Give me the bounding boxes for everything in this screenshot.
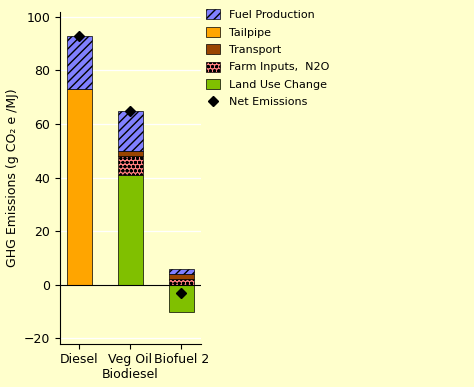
Bar bbox=[169, 279, 194, 285]
Bar bbox=[66, 89, 92, 285]
Bar bbox=[169, 274, 194, 279]
Bar bbox=[169, 285, 194, 312]
Bar bbox=[118, 151, 143, 156]
Bar bbox=[118, 175, 143, 285]
Bar bbox=[118, 111, 143, 151]
Bar bbox=[169, 269, 194, 274]
Bar bbox=[66, 36, 92, 89]
Legend: Fuel Production, Tailpipe, Transport, Farm Inputs,  N2O, Land Use Change, Net Em: Fuel Production, Tailpipe, Transport, Fa… bbox=[202, 5, 333, 112]
Bar bbox=[118, 156, 143, 175]
Y-axis label: GHG Emissions (g CO₂ e /MJ): GHG Emissions (g CO₂ e /MJ) bbox=[6, 88, 18, 267]
